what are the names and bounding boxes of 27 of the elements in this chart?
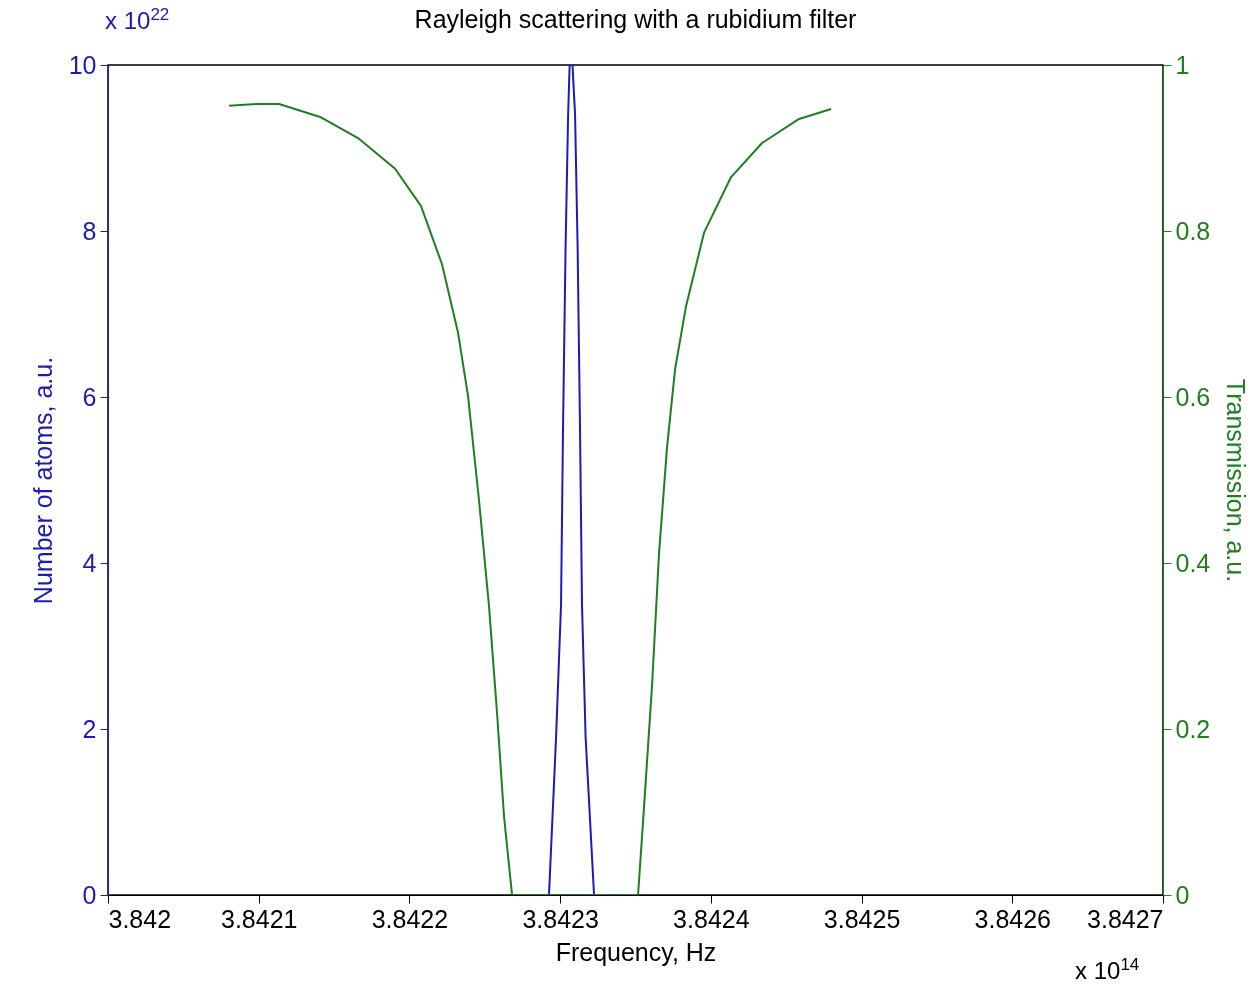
y2-tick-label: 1 <box>1175 50 1190 79</box>
y-tick-label: 6 <box>82 382 97 411</box>
y-tick-label: 10 <box>68 50 97 79</box>
x-tick-label: 3.8426 <box>974 904 1052 933</box>
y-tick-label: 0 <box>82 880 97 909</box>
x-tick-label: 3.842 <box>108 904 172 933</box>
x-tick-label: 3.8421 <box>220 904 298 933</box>
y2-axis-title: Transmission, a.u. <box>1222 378 1251 583</box>
x-tick-label: 3.8427 <box>1087 904 1164 933</box>
x-tick-label: 3.8425 <box>823 904 901 933</box>
x-tick-label: 3.8422 <box>371 904 449 933</box>
y-tick-label: 2 <box>82 714 97 743</box>
y2-tick-label: 0.2 <box>1175 714 1211 743</box>
text: x 10$^{22}$ <box>105 5 170 35</box>
chart-title: Rayleigh scattering with a rubidium filter <box>414 5 857 33</box>
x-tick-label: 3.8424 <box>673 904 750 933</box>
text: x 10$^{14}$ <box>1075 955 1140 985</box>
y2-tick-label: 0.4 <box>1175 548 1211 577</box>
y-axis-title: Number of atoms, a.u. <box>28 356 57 605</box>
y-tick-label: 4 <box>82 548 97 577</box>
line-series <box>228 103 833 895</box>
x-tick-label: 3.8423 <box>522 904 599 933</box>
y2-tick-label: 0.6 <box>1175 382 1211 411</box>
x-axis-title: Frequency, Hz <box>555 937 717 966</box>
y2-tick-label: 0.8 <box>1175 216 1211 245</box>
y-tick-label: 8 <box>82 216 97 245</box>
y2-tick-label: 0 <box>1175 880 1190 909</box>
